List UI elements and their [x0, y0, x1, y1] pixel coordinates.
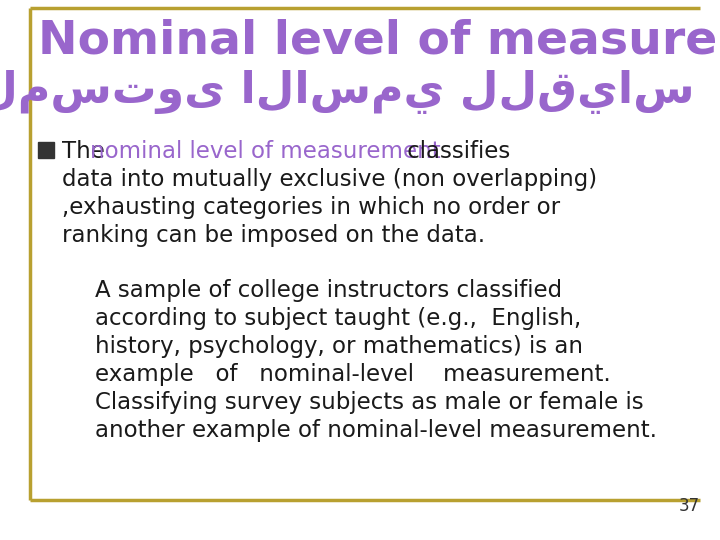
Text: A sample of college instructors classified: A sample of college instructors classifi…	[95, 279, 562, 302]
Text: Classifying survey subjects as male or female is: Classifying survey subjects as male or f…	[95, 391, 644, 414]
Text: ,exhausting categories in which no order or: ,exhausting categories in which no order…	[62, 196, 560, 219]
Text: 37: 37	[679, 497, 700, 515]
Text: nominal level of measurement: nominal level of measurement	[90, 140, 441, 163]
Bar	[38, 142, 54, 158]
Text: data into mutually exclusive (non overlapping): data into mutually exclusive (non overla…	[62, 168, 597, 191]
Text: according to subject taught (e.g.,  English,: according to subject taught (e.g., Engli…	[95, 307, 581, 330]
Text: Nominal level of measurement: Nominal level of measurement	[38, 18, 720, 63]
Text: example   of   nominal-level    measurement.: example of nominal-level measurement.	[95, 363, 611, 386]
Text: المستوى الاسمي للقياس: المستوى الاسمي للقياس	[0, 70, 695, 114]
Text: The: The	[62, 140, 112, 163]
Text: history, psychology, or mathematics) is an: history, psychology, or mathematics) is …	[95, 335, 583, 358]
Text: another example of nominal-level measurement.: another example of nominal-level measure…	[95, 419, 657, 442]
Text: classifies: classifies	[400, 140, 510, 163]
Text: ranking can be imposed on the data.: ranking can be imposed on the data.	[62, 224, 485, 247]
